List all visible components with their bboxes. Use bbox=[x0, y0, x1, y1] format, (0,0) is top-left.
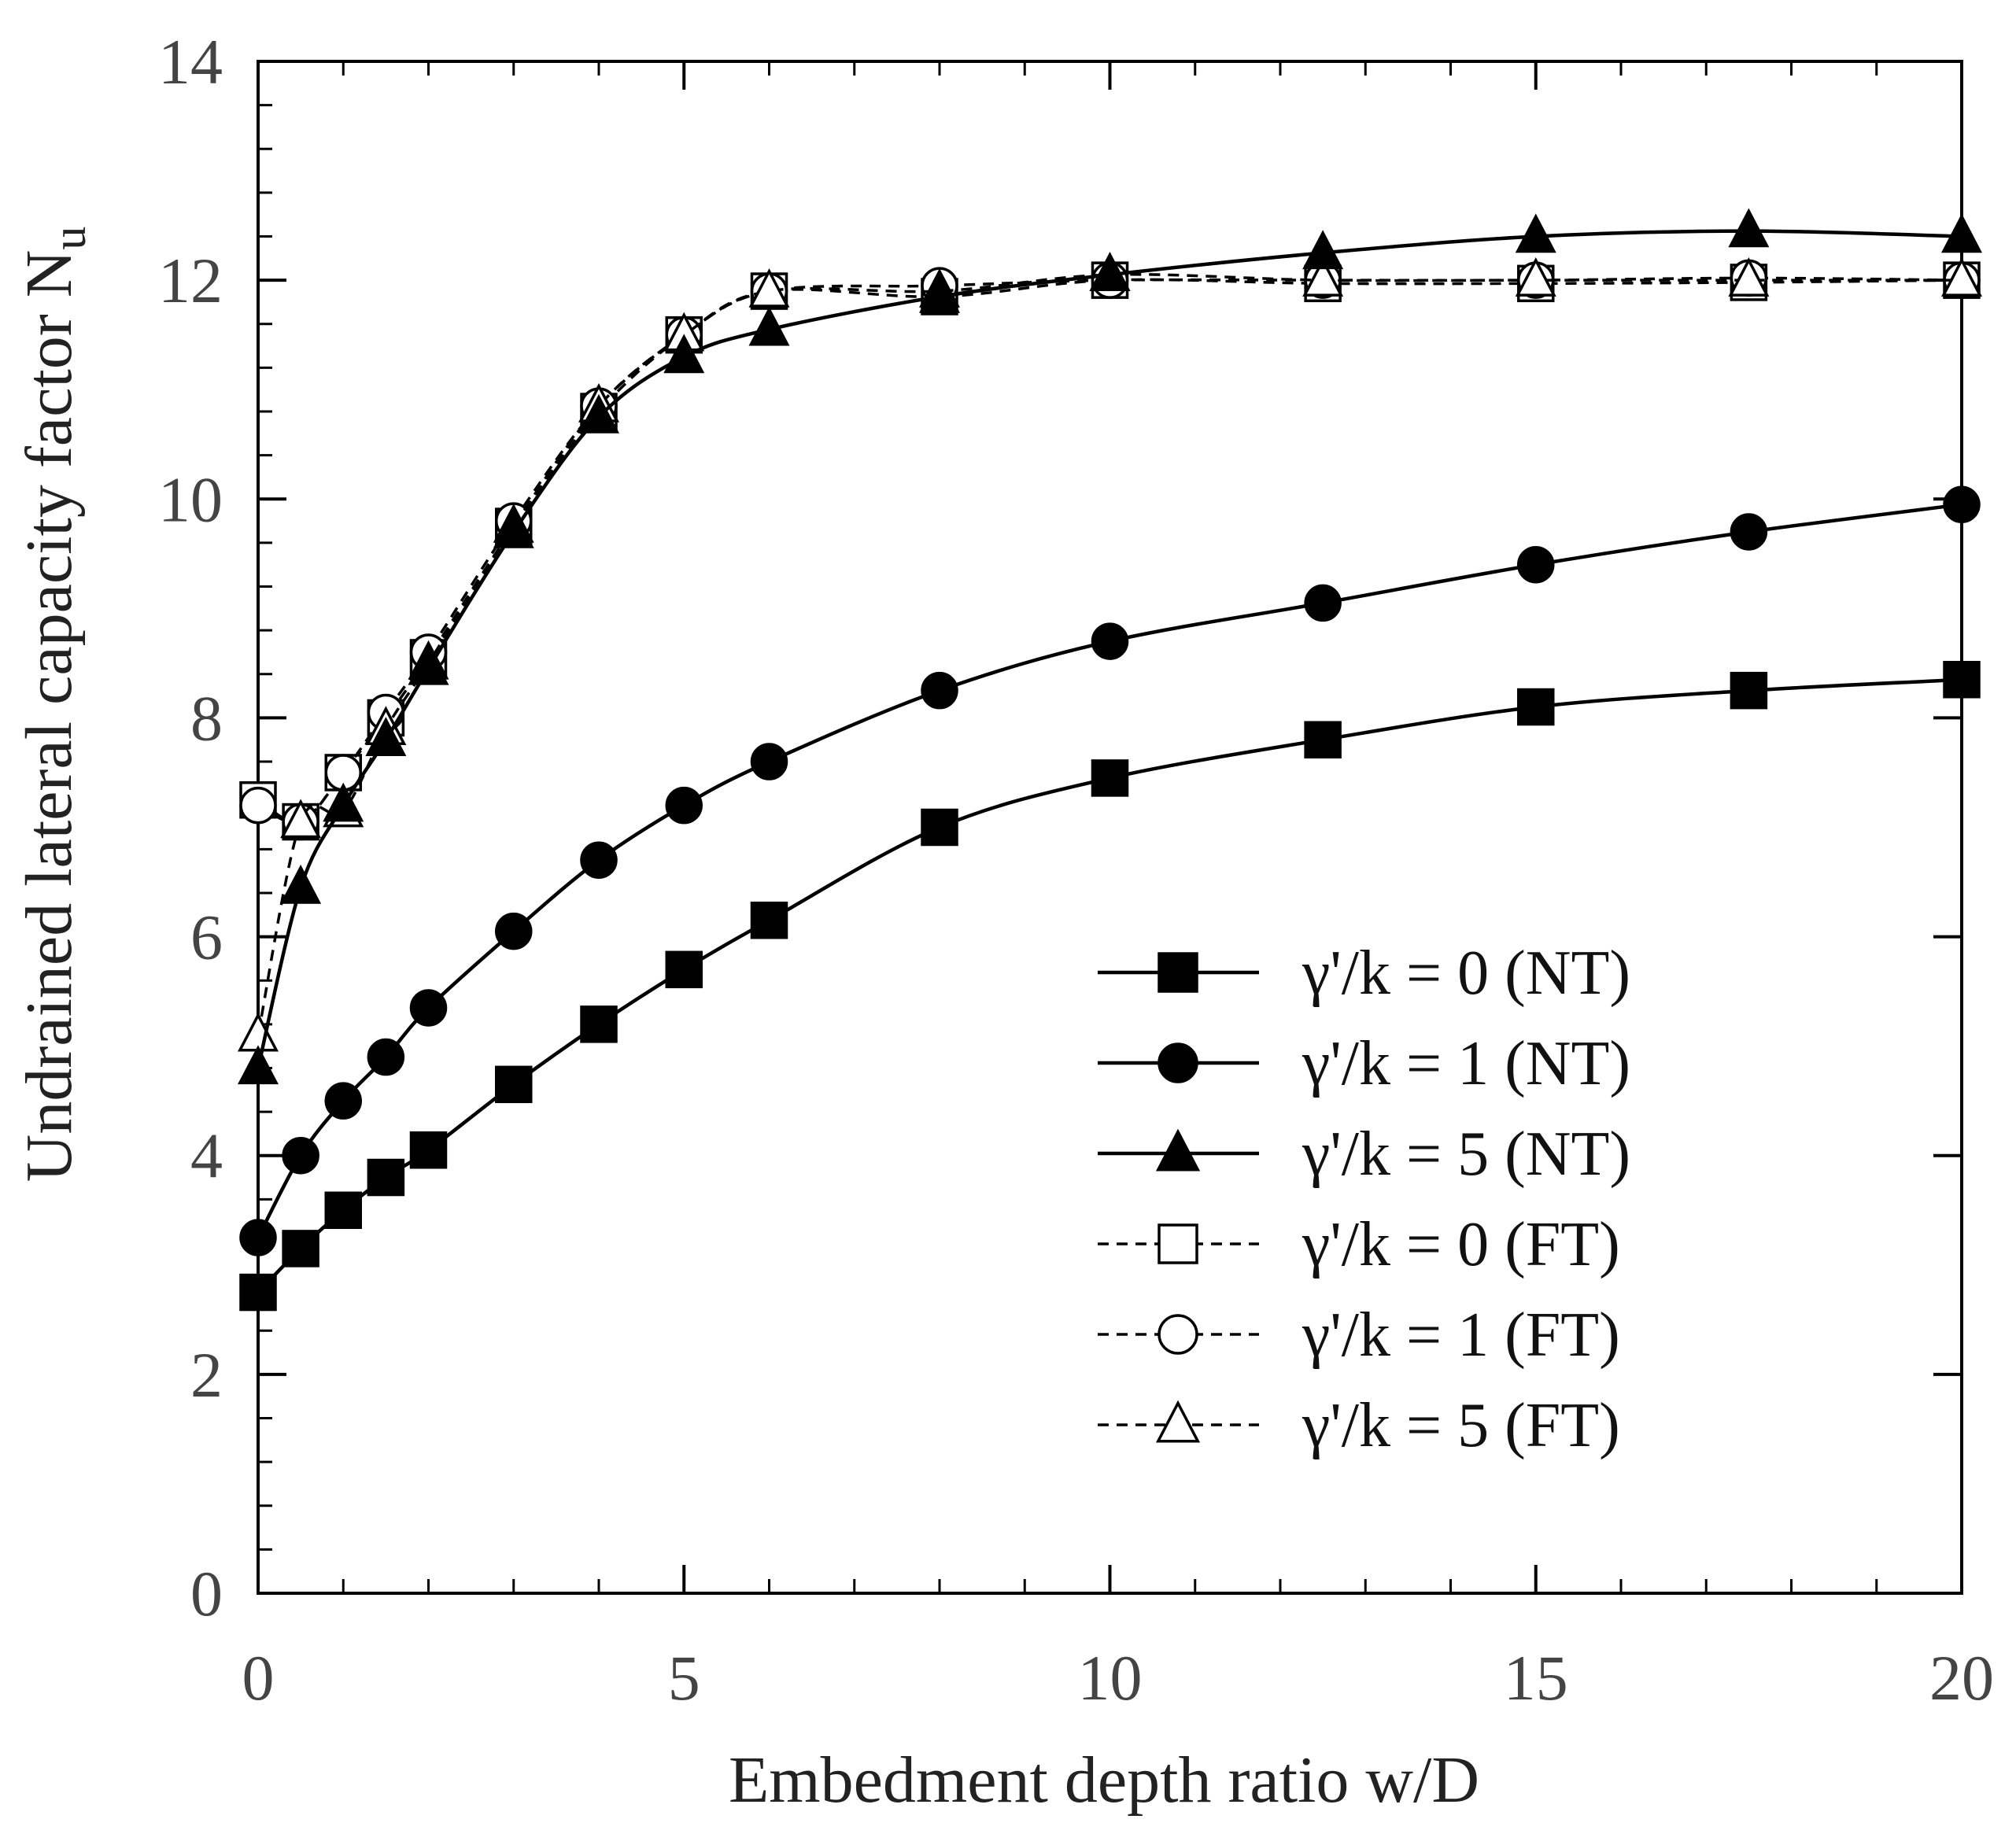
legend-marker bbox=[1158, 1042, 1198, 1083]
data-point bbox=[1941, 213, 1982, 253]
legend: γ'/k = 0 (NT) γ'/k = 1 (NT) γ'/k = 5 (NT) γ… bbox=[1098, 939, 1630, 1460]
x-axis-title: Embedment depth ratio w/D bbox=[729, 1744, 1479, 1817]
data-point bbox=[367, 1158, 405, 1197]
data-point bbox=[495, 912, 533, 950]
data-point bbox=[580, 1006, 618, 1043]
series-line bbox=[257, 502, 1962, 1239]
y-tick-label: 14 bbox=[158, 26, 223, 98]
data-point bbox=[921, 671, 958, 710]
legend-label: γ'/k = 5 (NT) bbox=[1302, 1120, 1630, 1189]
data-point bbox=[1730, 513, 1768, 551]
data-point bbox=[1728, 257, 1770, 297]
series-0 bbox=[239, 661, 1981, 1312]
data-point bbox=[239, 786, 277, 825]
data-point bbox=[1302, 230, 1344, 270]
series-2 bbox=[238, 208, 1982, 1085]
data-point bbox=[1091, 759, 1129, 797]
data-point bbox=[280, 799, 322, 839]
legend-label: γ'/k = 1 (NT) bbox=[1302, 1029, 1630, 1098]
data-point bbox=[1304, 721, 1342, 758]
y-tick-label: 0 bbox=[190, 1558, 223, 1629]
data-point bbox=[282, 1230, 319, 1268]
y-tick-label: 2 bbox=[190, 1339, 223, 1411]
y-axis-title: Undrained lateral capacity factor Nu bbox=[13, 227, 95, 1183]
x-tick-label: 15 bbox=[1504, 1642, 1568, 1714]
data-point bbox=[1728, 208, 1770, 248]
legend-label: γ'/k = 0 (NT) bbox=[1302, 939, 1630, 1008]
series-layer bbox=[238, 208, 1982, 1312]
legend-entry: γ'/k = 0 (NT) bbox=[1098, 939, 1630, 1008]
data-point bbox=[238, 1012, 279, 1052]
legend-marker bbox=[1155, 1128, 1201, 1172]
legend-entry: γ'/k = 0 (FT) bbox=[1098, 1210, 1620, 1279]
y-tick-label: 8 bbox=[190, 682, 223, 754]
data-point bbox=[1302, 257, 1344, 297]
data-point bbox=[238, 1045, 279, 1085]
y-tick-label: 12 bbox=[158, 245, 223, 316]
legend-label: γ'/k = 0 (FT) bbox=[1302, 1210, 1620, 1279]
data-point bbox=[408, 645, 449, 685]
data-point bbox=[750, 901, 788, 939]
legend-marker bbox=[1158, 952, 1198, 993]
data-point bbox=[495, 1065, 533, 1104]
data-point bbox=[663, 334, 705, 374]
data-point bbox=[324, 1191, 362, 1229]
data-point bbox=[239, 1219, 277, 1256]
data-point bbox=[323, 782, 364, 822]
data-point bbox=[1730, 671, 1768, 710]
data-point bbox=[280, 864, 322, 904]
data-point bbox=[1091, 622, 1129, 660]
data-point bbox=[665, 950, 703, 989]
legend-marker bbox=[1158, 1223, 1198, 1264]
legend-entry: γ'/k = 5 (NT) bbox=[1098, 1120, 1630, 1189]
y-tick-label: 4 bbox=[190, 1120, 223, 1192]
legend-marker bbox=[1155, 1400, 1201, 1443]
data-point bbox=[367, 1038, 405, 1076]
y-tick-label: 6 bbox=[190, 902, 223, 973]
data-point bbox=[750, 743, 788, 780]
data-point bbox=[1515, 213, 1556, 253]
data-point bbox=[239, 1273, 277, 1312]
series-line bbox=[257, 276, 1962, 825]
data-point bbox=[324, 1082, 362, 1120]
y-axis-title-main: Undrained lateral capacity factor N bbox=[13, 250, 86, 1183]
legend-entry: γ'/k = 1 (NT) bbox=[1098, 1029, 1630, 1098]
x-tick-label: 10 bbox=[1078, 1642, 1143, 1714]
data-point bbox=[493, 508, 534, 548]
legend-marker bbox=[1158, 1314, 1198, 1355]
data-point bbox=[1517, 545, 1555, 584]
data-point bbox=[578, 393, 619, 434]
data-point bbox=[409, 989, 448, 1027]
data-point bbox=[665, 786, 703, 825]
data-point bbox=[580, 841, 618, 879]
data-point bbox=[1943, 661, 1981, 699]
y-axis-title-subscript: u bbox=[43, 227, 95, 250]
axes-layer: 0 5 10 15 20 0 2 4 6 8 10 12 14 bbox=[158, 26, 1994, 1714]
data-point bbox=[1517, 688, 1555, 726]
data-point bbox=[748, 306, 790, 346]
data-point bbox=[1941, 257, 1982, 297]
y-tick-label: 10 bbox=[158, 463, 223, 535]
series-line bbox=[257, 278, 1962, 824]
legend-entry: γ'/k = 1 (FT) bbox=[1098, 1301, 1620, 1370]
legend-entry: γ'/k = 5 (FT) bbox=[1098, 1391, 1620, 1460]
data-point bbox=[1943, 485, 1981, 523]
series-1 bbox=[239, 485, 1981, 1256]
data-point bbox=[365, 717, 407, 756]
data-point bbox=[1304, 584, 1342, 622]
x-tick-label: 20 bbox=[1929, 1642, 1994, 1714]
x-tick-label: 0 bbox=[242, 1642, 275, 1714]
data-point bbox=[919, 273, 960, 313]
data-point bbox=[282, 1136, 319, 1175]
x-tick-label: 5 bbox=[668, 1642, 700, 1714]
legend-label: γ'/k = 1 (FT) bbox=[1302, 1301, 1620, 1370]
data-point bbox=[409, 1131, 448, 1169]
legend-label: γ'/k = 5 (FT) bbox=[1302, 1391, 1620, 1460]
data-point bbox=[1515, 257, 1556, 297]
data-point bbox=[1089, 252, 1131, 291]
data-point bbox=[748, 268, 790, 308]
data-point bbox=[921, 808, 958, 847]
